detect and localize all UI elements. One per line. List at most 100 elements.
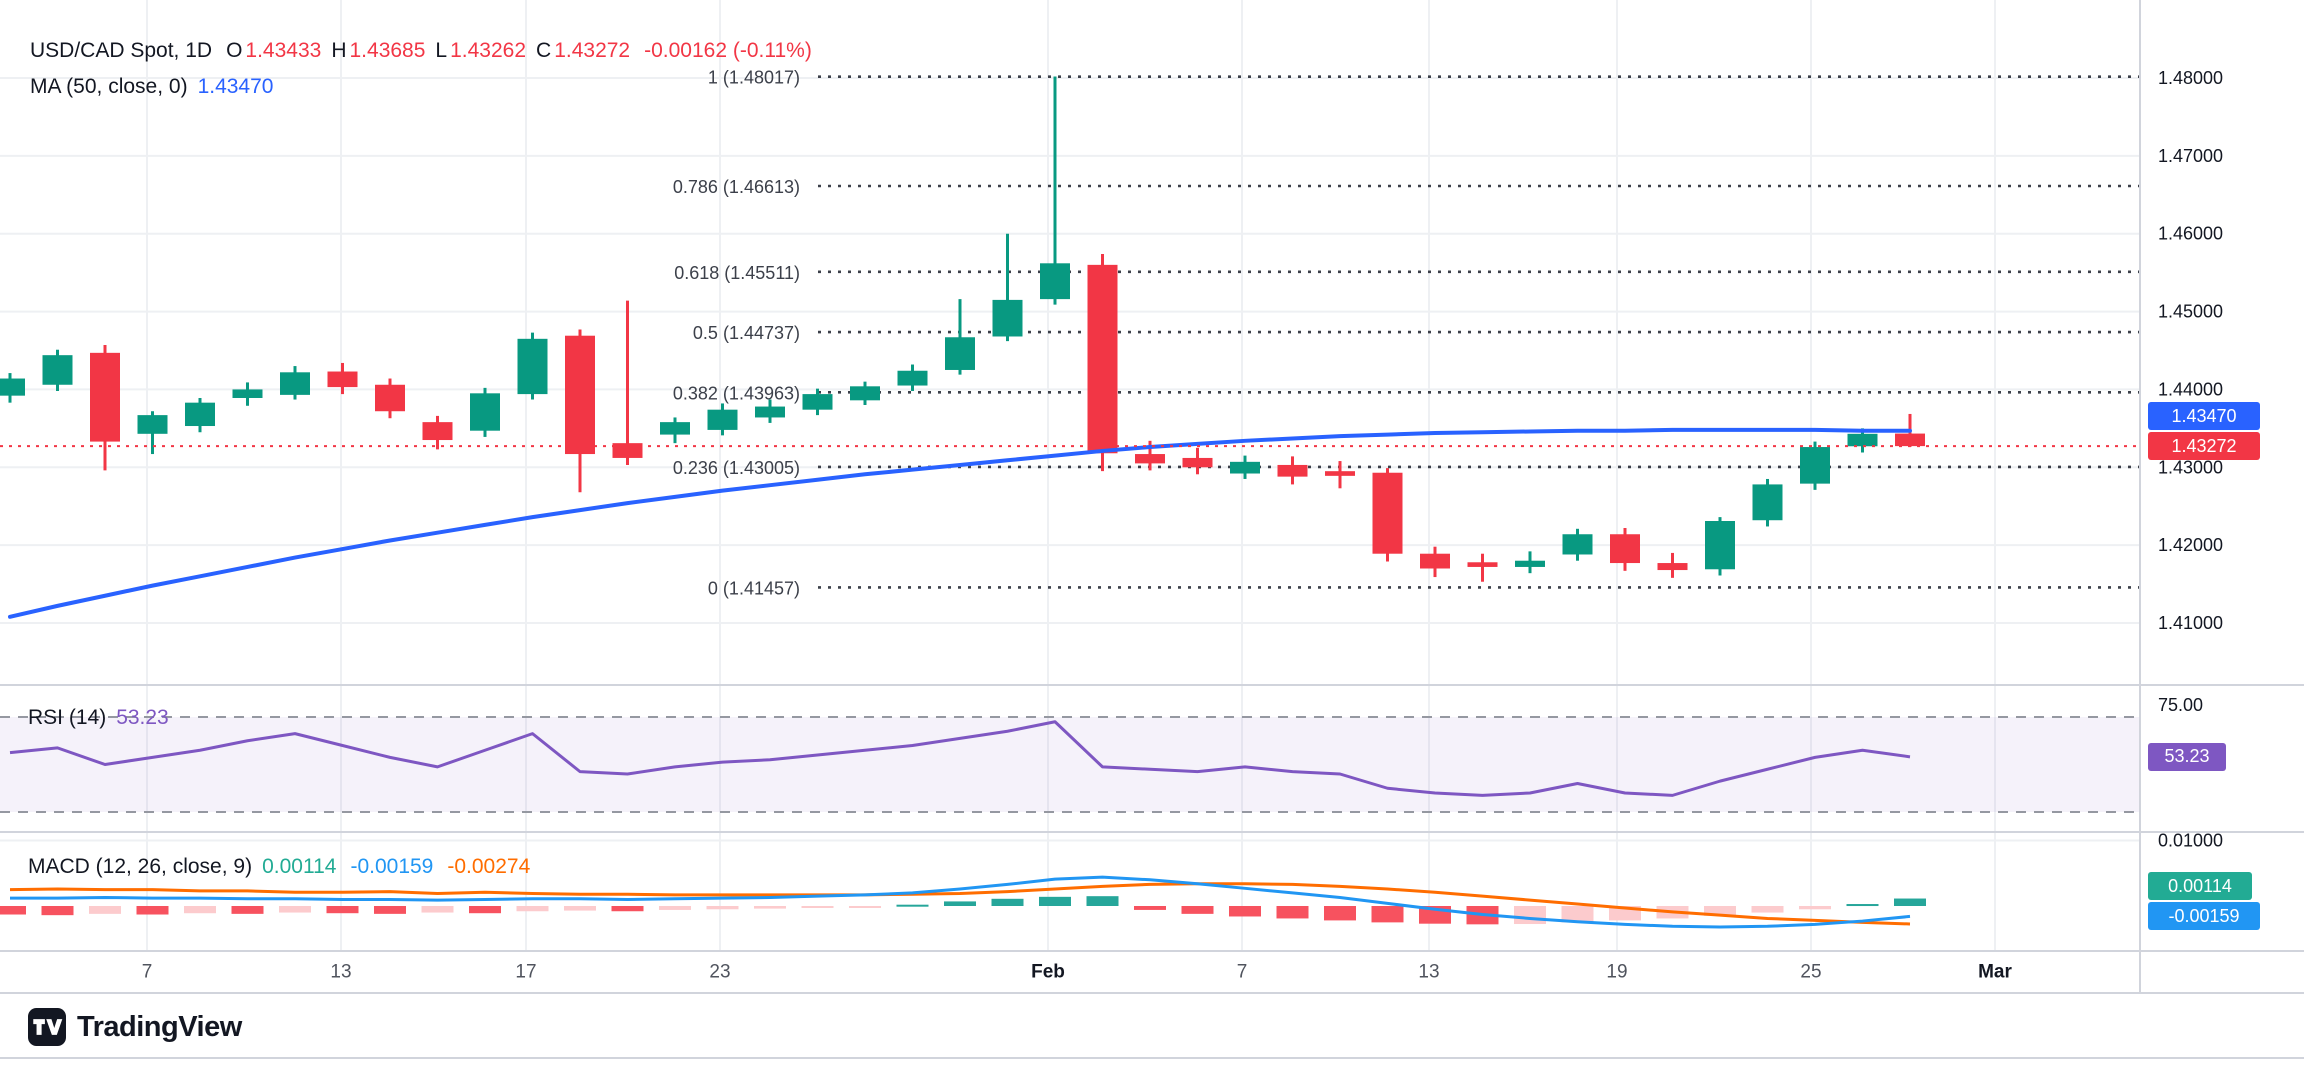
candle-body <box>1087 264 1118 454</box>
price-axis-label: 1.48000 <box>2158 68 2223 88</box>
open-label: O <box>226 39 243 62</box>
high-label: H <box>331 39 347 62</box>
candle-body <box>897 370 928 386</box>
symbol-legend-row: USD/CAD Spot, 1D O 1.43433 H 1.43685 L 1… <box>30 39 812 63</box>
time-axis-label: 23 <box>709 962 730 983</box>
candle-body <box>1515 560 1545 567</box>
price-axis-label: 1.47000 <box>2158 146 2223 166</box>
candle-body <box>1610 534 1640 564</box>
histogram-bar <box>231 906 264 914</box>
candle-body <box>945 337 975 370</box>
candle-body <box>992 299 1023 337</box>
fib-label: 0.236 (1.43005) <box>673 458 800 478</box>
histogram-bar <box>1181 906 1214 914</box>
candle-body <box>1135 454 1165 464</box>
histogram-bar <box>0 906 26 915</box>
histogram-bar <box>89 906 121 914</box>
candle-body <box>565 335 595 455</box>
macd-axis-label: 0.01000 <box>2158 831 2223 851</box>
candle-body <box>1705 521 1735 570</box>
histogram-bar <box>896 904 929 907</box>
histogram-bar <box>611 906 644 912</box>
ma-indicator-value: 1.43470 <box>197 75 274 98</box>
candle-body <box>1277 464 1308 477</box>
candle-body <box>1372 472 1403 554</box>
price-axis-label: 1.41000 <box>2158 613 2223 633</box>
macd-histogram-badge: 0.00114 <box>2148 872 2252 901</box>
fib-label: 0.5 (1.44737) <box>693 323 800 343</box>
histogram-bar <box>1371 906 1404 923</box>
price-axis-label: 1.46000 <box>2158 224 2223 244</box>
candle-body <box>1182 457 1213 468</box>
histogram-bar <box>374 906 406 914</box>
histogram-bar <box>1704 906 1736 916</box>
candle-body <box>802 394 833 410</box>
close-label: C <box>536 39 552 62</box>
macd-histogram <box>0 896 1926 925</box>
histogram-bar <box>136 906 169 915</box>
candle-body <box>1752 484 1783 521</box>
time-axis-label: 13 <box>330 962 351 983</box>
price-axis-label: 1.43000 <box>2158 457 2223 477</box>
candle-body <box>327 371 358 388</box>
macd-value-badge: -0.00159 <box>2148 902 2260 931</box>
rsi-line[interactable] <box>9 720 1911 797</box>
histogram-bar <box>801 906 834 908</box>
histogram-bar <box>516 906 549 912</box>
ma-indicator-label: MA (50, close, 0) <box>30 75 188 98</box>
time-axis[interactable]: 7 13 17 23 Feb 7 13 19 25 Mar <box>142 962 2013 983</box>
candle-body <box>1467 562 1498 567</box>
candle-body <box>612 443 643 458</box>
candle-body <box>137 415 168 434</box>
fib-retracement[interactable]: 1 (1.48017) 0.786 (1.46613) 0.618 (1.45511… <box>673 68 2140 599</box>
macd-legend-row[interactable]: MACD (12, 26, close, 9) 0.00114 -0.00159… <box>28 855 530 879</box>
candle-body <box>232 389 263 398</box>
candle-body <box>1895 433 1925 447</box>
macd-indicator-label: MACD (12, 26, close, 9) <box>28 855 253 878</box>
price-axis[interactable]: 1.48000 1.47000 1.46000 1.45000 1.44000 1.430… <box>2158 68 2223 851</box>
rsi-legend-row[interactable]: RSI (14) 53.23 <box>28 706 169 730</box>
time-axis-label: 7 <box>1237 962 1248 983</box>
histogram-bar <box>991 898 1024 906</box>
histogram-bar <box>706 906 739 910</box>
candle-body <box>707 409 738 430</box>
histogram-bar <box>469 906 501 914</box>
close-value: 1.43272 <box>554 39 631 62</box>
time-axis-label: 13 <box>1418 962 1439 983</box>
macd-signal-line[interactable] <box>9 882 1911 926</box>
candle-body <box>1800 447 1830 484</box>
low-value: 1.43262 <box>450 39 527 62</box>
time-axis-label: 19 <box>1606 962 1627 983</box>
change-value: -0.00162 (-0.11%) <box>644 39 812 62</box>
histogram-bar <box>1134 906 1166 910</box>
macd-line[interactable] <box>10 875 1911 929</box>
time-axis-label: 25 <box>1800 962 1821 983</box>
candle-body <box>42 355 73 385</box>
price-axis-label: 1.45000 <box>2158 302 2223 322</box>
macd-signal-value: -0.00274 <box>447 855 531 878</box>
candle-body <box>422 422 453 441</box>
histogram-bar <box>1846 904 1879 907</box>
candle-body <box>1040 263 1070 300</box>
time-axis-label: 17 <box>515 962 536 983</box>
high-value: 1.43685 <box>349 39 426 62</box>
histogram-bar <box>659 906 691 910</box>
time-axis-label: 7 <box>142 962 153 983</box>
ma50-line[interactable] <box>8 427 1912 619</box>
fib-label: 0.618 (1.45511) <box>674 263 800 283</box>
fib-label: 0.382 (1.43963) <box>673 383 800 403</box>
symbol-title[interactable]: USD/CAD Spot, 1D <box>30 39 213 62</box>
histogram-bar <box>41 906 74 916</box>
candle-body <box>850 386 880 401</box>
histogram-bar <box>326 906 359 914</box>
grid-lines <box>0 0 2140 951</box>
histogram-bar <box>1799 906 1831 910</box>
candle-body <box>185 402 215 427</box>
fib-label: 0.786 (1.46613) <box>673 177 800 197</box>
ma-legend-row[interactable]: MA (50, close, 0) 1.43470 <box>30 75 273 99</box>
tradingview-logo[interactable]: TradingView <box>28 1008 242 1046</box>
rsi-axis-label: 75.00 <box>2158 695 2203 715</box>
candle-body <box>1420 553 1450 569</box>
